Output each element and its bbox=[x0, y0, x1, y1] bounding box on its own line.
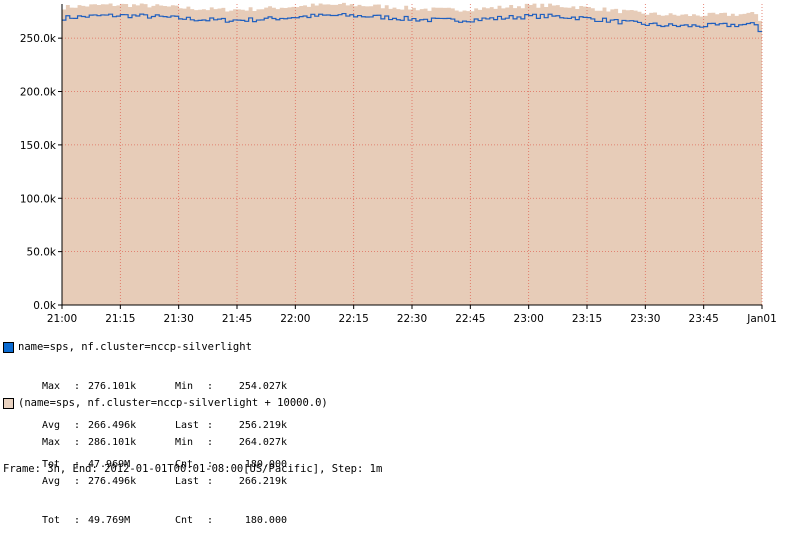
y-tick-label-3: 150.0k bbox=[20, 140, 57, 152]
x-tick-label-4: 22:00 bbox=[280, 313, 310, 325]
legend-stats: Max: 276.101k Min: 254.027k Avg: 266.496… bbox=[42, 381, 287, 470]
x-tick-label-12: Jan01 bbox=[746, 313, 777, 325]
stat-label-min: Min bbox=[175, 381, 194, 392]
stat-label-max: Max bbox=[42, 437, 61, 448]
time-series-chart: 0.0k 50.0k 100.0k 150.0k 200.0k 250.0k 21:00 21… bbox=[20, 2, 777, 325]
x-tick-label-0: 21:00 bbox=[47, 313, 77, 325]
legend-series-name: (name=sps, nf.cluster=nccp-silverlight +… bbox=[18, 397, 328, 409]
stat-value-min: 264.027k bbox=[238, 437, 287, 448]
x-tick-label-5: 22:15 bbox=[339, 313, 369, 325]
stat-value-avg: 266.496k bbox=[88, 420, 137, 431]
legend-entry-sps: name=sps, nf.cluster=nccp-silverlight Ma… bbox=[3, 340, 287, 497]
x-tick-label-11: 23:45 bbox=[689, 313, 719, 325]
legend-stats: Max: 286.101k Min: 264.027k Avg: 276.496… bbox=[42, 437, 287, 526]
x-tick-label-7: 22:45 bbox=[455, 313, 485, 325]
y-tick-label-1: 50.0k bbox=[27, 247, 57, 259]
x-tick-label-3: 21:45 bbox=[222, 313, 252, 325]
legend-swatch-blue bbox=[3, 341, 14, 353]
stat-label-cnt: Cnt bbox=[175, 459, 194, 470]
stat-value-max: 286.101k bbox=[88, 437, 137, 448]
stat-label-tot: Tot bbox=[42, 515, 61, 526]
stat-value-max: 276.101k bbox=[88, 381, 137, 392]
x-tick-label-10: 23:30 bbox=[630, 313, 660, 325]
y-tick-label-2: 100.0k bbox=[20, 193, 57, 205]
y-tick-label-5: 250.0k bbox=[20, 33, 57, 45]
stat-value-tot: 47.969M bbox=[88, 459, 131, 470]
stat-value-cnt: 180.000 bbox=[244, 515, 287, 526]
legend-series-name: name=sps, nf.cluster=nccp-silverlight bbox=[18, 341, 252, 353]
series-line-sps bbox=[62, 12, 762, 33]
stat-label-avg: Avg bbox=[42, 420, 61, 431]
legend-swatch-tan bbox=[3, 397, 14, 409]
stat-value-cnt: 180.000 bbox=[244, 459, 287, 470]
chart-footer: Frame: 3h, End: 2012-01-01T00:01-08:00[U… bbox=[3, 463, 383, 475]
x-tick-label-9: 23:15 bbox=[572, 313, 602, 325]
stat-label-tot: Tot bbox=[42, 459, 61, 470]
stat-value-min: 254.027k bbox=[238, 381, 287, 392]
stat-label-max: Max bbox=[42, 381, 61, 392]
stat-value-tot: 49.769M bbox=[88, 515, 131, 526]
stat-label-last: Last bbox=[175, 420, 200, 431]
y-tick-label-4: 200.0k bbox=[20, 87, 57, 99]
x-tick-label-8: 23:00 bbox=[514, 313, 544, 325]
stat-label-cnt: Cnt bbox=[175, 515, 194, 526]
y-tick-label-0: 0.0k bbox=[33, 300, 57, 312]
stat-label-min: Min bbox=[175, 437, 194, 448]
stat-value-last: 256.219k bbox=[238, 420, 287, 431]
x-tick-label-1: 21:15 bbox=[105, 313, 135, 325]
x-tick-label-6: 22:30 bbox=[397, 313, 427, 325]
x-tick-label-2: 21:30 bbox=[164, 313, 194, 325]
